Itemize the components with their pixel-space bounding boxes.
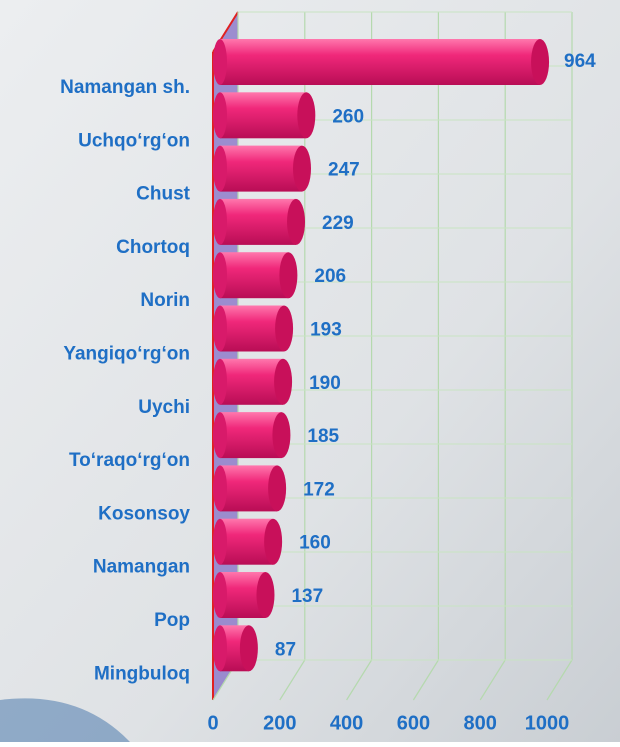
- bar-start-cap: [213, 465, 227, 512]
- y-tick-label: Chortoq: [116, 237, 190, 258]
- grid-line: [412, 659, 439, 701]
- value-label: 260: [332, 106, 364, 127]
- bar: [220, 92, 307, 139]
- value-label: 137: [291, 586, 323, 607]
- y-tick-label: Norin: [140, 290, 190, 311]
- bar: [220, 465, 278, 512]
- x-tick-label: 600: [397, 712, 430, 734]
- bar-start-cap: [213, 92, 227, 139]
- x-tick-label: 400: [330, 712, 363, 734]
- bar-start-cap: [213, 305, 227, 352]
- bar-start-cap: [213, 518, 227, 565]
- value-label: 247: [328, 160, 360, 181]
- value-label: 172: [303, 479, 335, 500]
- bar: [220, 198, 297, 245]
- bar-end-cap: [531, 39, 550, 85]
- grid-line: [479, 659, 506, 701]
- bar-end-cap: [268, 465, 287, 512]
- value-label: 229: [322, 213, 354, 234]
- x-tick-label: 200: [263, 712, 296, 734]
- bar-start-cap: [213, 572, 227, 618]
- value-label: 87: [275, 639, 296, 660]
- value-label: 185: [307, 426, 339, 447]
- bar: [220, 358, 284, 405]
- grid-line: [546, 659, 573, 701]
- y-tick-label: Namangan: [93, 557, 190, 578]
- value-label: 964: [564, 51, 596, 72]
- bar-start-cap: [213, 412, 227, 459]
- y-tick-label: Uychi: [138, 397, 190, 418]
- grid-line: [279, 659, 306, 701]
- bar-end-cap: [272, 412, 291, 459]
- y-tick-label: Mingbuloq: [94, 663, 190, 684]
- bar-start-cap: [213, 252, 227, 299]
- bar-end-cap: [279, 252, 298, 299]
- y-tick-label: Namangan sh.: [60, 77, 190, 98]
- y-tick-label: Pop: [154, 610, 190, 631]
- bar-start-cap: [213, 358, 227, 405]
- bar-end-cap: [256, 572, 275, 618]
- value-label: 193: [310, 320, 342, 341]
- bar-end-cap: [293, 145, 312, 192]
- y-tick-label: Chust: [136, 184, 191, 205]
- x-tick-label: 800: [464, 712, 497, 734]
- x-tick-label: 0: [207, 712, 218, 734]
- decoration: [0, 698, 130, 742]
- bar: [220, 305, 285, 352]
- y-tick-label: Uchqo‘rg‘on: [78, 130, 190, 151]
- bar-end-cap: [264, 518, 283, 565]
- y-tick-label: To‘raqo‘rg‘on: [69, 450, 190, 471]
- bar-start-cap: [213, 39, 227, 85]
- y-tick-label: Yangiqo‘rg‘on: [63, 344, 190, 365]
- value-label: 160: [299, 533, 331, 554]
- bar: [220, 412, 282, 459]
- bar-end-cap: [275, 305, 294, 352]
- bar-end-cap: [287, 198, 306, 245]
- x-tick-label: 1000: [525, 712, 570, 734]
- bar-start-cap: [213, 198, 227, 245]
- bar: [220, 39, 541, 85]
- bar-end-cap: [297, 92, 316, 139]
- bar: [220, 145, 303, 192]
- bar-end-cap: [274, 358, 293, 405]
- bar-start-cap: [213, 625, 227, 672]
- grid-line: [346, 659, 373, 701]
- bar-end-cap: [239, 625, 258, 672]
- value-label: 190: [309, 373, 341, 394]
- y-tick-label: Kosonsoy: [98, 503, 190, 524]
- bar: [220, 252, 289, 299]
- value-label: 206: [314, 266, 346, 287]
- bar-start-cap: [213, 145, 227, 192]
